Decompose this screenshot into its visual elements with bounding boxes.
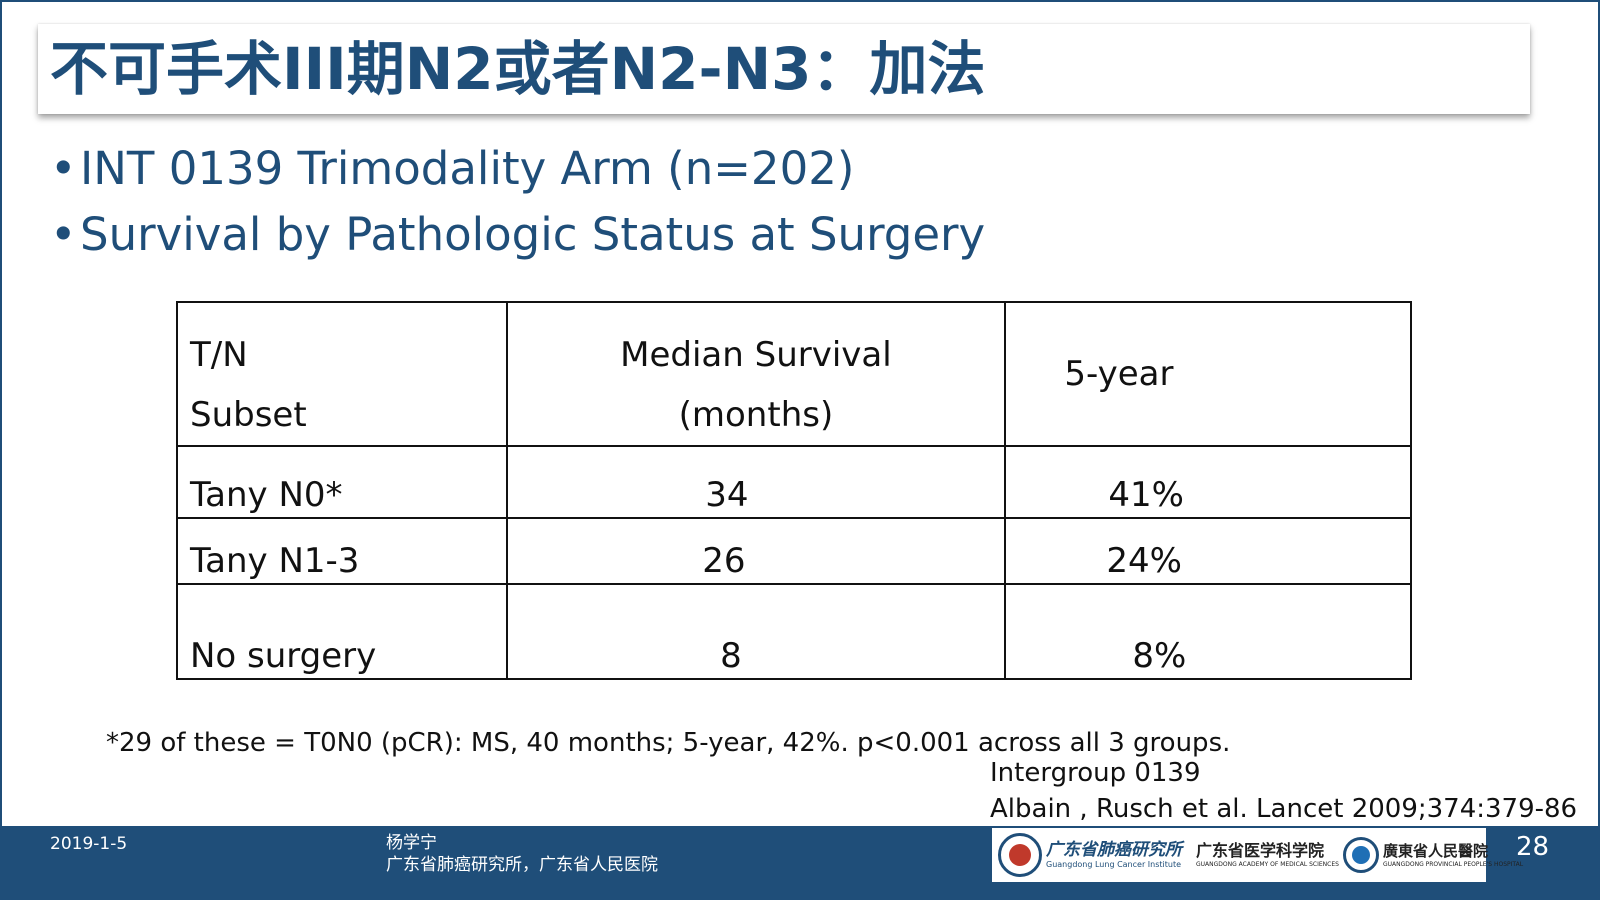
bullet-dot-icon: • bbox=[50, 208, 77, 261]
header-subset-line2: Subset bbox=[190, 395, 307, 435]
page-number: 28 bbox=[1516, 832, 1550, 862]
cell-subset: No surgery bbox=[176, 583, 508, 680]
footnote: *29 of these = T0N0 (pCR): MS, 40 months… bbox=[106, 728, 1231, 758]
logo-hospital: 廣東省人民醫院 GUANGDONG PROVINCIAL PEOPLE'S HO… bbox=[1383, 841, 1523, 869]
logo2-en: GUANGDONG ACADEMY OF MEDICAL SCIENCES bbox=[1196, 861, 1339, 868]
table-row: Tany N1-3 26 24% bbox=[176, 517, 1412, 585]
footer-author-affiliation: 广东省肺癌研究所，广东省人民医院 bbox=[386, 855, 658, 875]
footer-author: 杨学宁 广东省肺癌研究所，广东省人民医院 bbox=[386, 832, 658, 876]
logo1-cn: 广东省肺癌研究所 bbox=[1046, 840, 1182, 860]
cell-subset: Tany N0* bbox=[176, 445, 508, 519]
table-header-row: T/N Subset Median Survival (months) 5-ye… bbox=[176, 301, 1412, 447]
bullet-dot-icon: • bbox=[50, 142, 77, 195]
bullet-list: • INT 0139 Trimodality Arm (n=202) • Sur… bbox=[50, 136, 985, 268]
survival-table: T/N Subset Median Survival (months) 5-ye… bbox=[176, 301, 1412, 680]
title-bar: 不可手术III期N2或者N2-N3：加法 bbox=[38, 24, 1530, 114]
logo-academy: 广东省医学科学院 GUANGDONG ACADEMY OF MEDICAL SC… bbox=[1186, 841, 1339, 869]
cell-five-year: 24% bbox=[1004, 517, 1412, 585]
slide-title: 不可手术III期N2或者N2-N3：加法 bbox=[50, 35, 986, 103]
logo2-cn: 广东省医学科学院 bbox=[1196, 841, 1325, 860]
header-subset: T/N Subset bbox=[176, 301, 508, 447]
header-five-year: 5-year bbox=[1004, 301, 1412, 447]
lung-institute-seal-icon bbox=[998, 833, 1042, 877]
logo-strip: 广东省肺癌研究所 Guangdong Lung Cancer Institute… bbox=[992, 828, 1523, 882]
cell-median: 26 bbox=[505, 517, 1007, 585]
logo1-en: Guangdong Lung Cancer Institute bbox=[1046, 860, 1181, 869]
cell-median: 34 bbox=[505, 445, 1007, 519]
cell-subset: Tany N1-3 bbox=[176, 517, 508, 585]
logo-lung-institute: 广东省肺癌研究所 Guangdong Lung Cancer Institute bbox=[1046, 840, 1182, 870]
table-row: No surgery 8 8% bbox=[176, 583, 1412, 680]
header-median-survival: Median Survival (months) bbox=[505, 301, 1007, 447]
footer-bar: 2019-1-5 杨学宁 广东省肺癌研究所，广东省人民医院 广东省肺癌研究所 G… bbox=[0, 826, 1600, 900]
logo3-cn: 廣東省人民醫院 bbox=[1382, 842, 1488, 860]
cell-median: 8 bbox=[505, 583, 1007, 680]
hospital-seal-icon bbox=[1342, 837, 1379, 873]
header-median-line2: (months) bbox=[678, 395, 834, 435]
cell-five-year: 41% bbox=[1004, 445, 1412, 519]
table-row: Tany N0* 34 41% bbox=[176, 445, 1412, 519]
cell-five-year: 8% bbox=[1004, 583, 1412, 680]
bullet-text: INT 0139 Trimodality Arm (n=202) bbox=[80, 142, 855, 195]
bullet-text: Survival by Pathologic Status at Surgery bbox=[80, 208, 986, 261]
reference-citation: Albain , Rusch et al. Lancet 2009;374:37… bbox=[990, 794, 1578, 824]
logo3-en: GUANGDONG PROVINCIAL PEOPLE'S HOSPITAL bbox=[1382, 861, 1524, 868]
footer-date: 2019-1-5 bbox=[50, 834, 128, 854]
footer-author-name: 杨学宁 bbox=[386, 833, 437, 853]
bullet-item: • INT 0139 Trimodality Arm (n=202) bbox=[50, 136, 985, 202]
reference-trial: Intergroup 0139 bbox=[990, 758, 1201, 788]
header-median-line1: Median Survival bbox=[620, 335, 892, 375]
header-subset-line1: T/N bbox=[190, 335, 248, 375]
bullet-item: • Survival by Pathologic Status at Surge… bbox=[50, 202, 985, 268]
